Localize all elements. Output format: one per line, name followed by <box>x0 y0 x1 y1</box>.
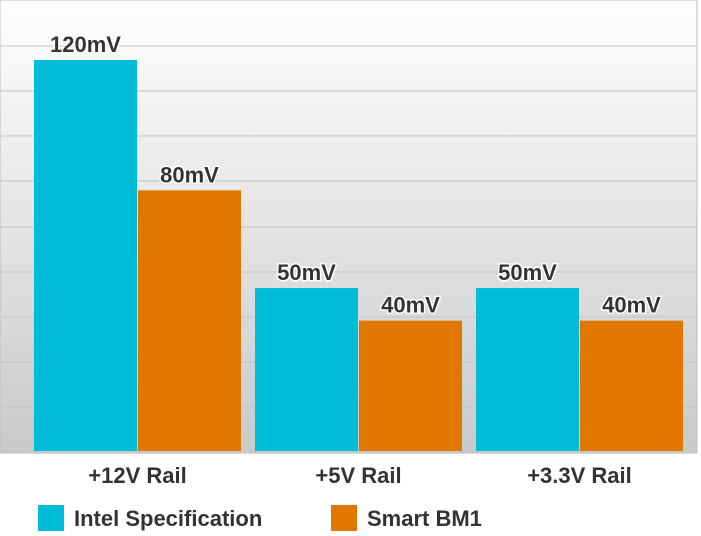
x-tick-label: +3.3V Rail <box>527 463 632 488</box>
data-label: 50mV <box>277 260 336 285</box>
bar-smart-bm1-3 <box>580 320 683 451</box>
bar-intel-spec-2 <box>255 288 358 451</box>
bar-smart-bm1-2 <box>359 320 462 451</box>
data-label: 40mV <box>602 293 661 318</box>
bar-intel-spec-3 <box>476 288 579 451</box>
bar-intel-spec-1 <box>34 60 137 451</box>
legend: Intel Specification Smart BM1 <box>38 505 483 533</box>
legend-swatch <box>331 505 357 531</box>
x-tick-label: +5V Rail <box>315 463 401 488</box>
data-label: 120mV <box>50 32 121 57</box>
data-label: 80mV <box>160 162 219 187</box>
data-label: 50mV <box>498 260 557 285</box>
x-tick-label: +12V Rail <box>88 463 186 488</box>
data-labels: 120mV 80mV 50mV 40mV 50mV 40mV <box>49 31 663 320</box>
legend-label: Smart BM1 <box>367 506 482 531</box>
data-label: 40mV <box>381 293 440 318</box>
legend-swatch <box>38 505 64 531</box>
bar-series <box>34 60 683 452</box>
x-axis-tick-labels: +12V Rail +5V Rail +3.3V Rail <box>87 462 634 490</box>
legend-label: Intel Specification <box>74 506 262 531</box>
bar-smart-bm1-1 <box>138 190 241 452</box>
